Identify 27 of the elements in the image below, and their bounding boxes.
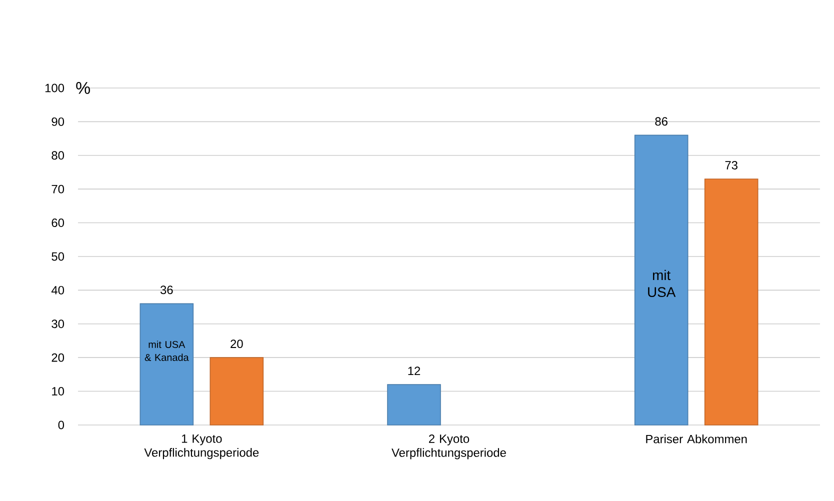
y-tick-label: 70 <box>52 184 64 194</box>
y-tick-label: 30 <box>52 320 64 328</box>
data-label: 73 <box>725 160 738 170</box>
annotation: mit USA <box>648 270 676 298</box>
data-label: 12 <box>408 366 420 376</box>
y-tick-label: 20 <box>52 353 64 362</box>
y-tick-label: 0 <box>58 420 64 430</box>
y-tick-label: 100 <box>45 84 64 92</box>
y-tick-label: 80 <box>52 151 64 160</box>
data-label: 86 <box>655 117 668 126</box>
bar <box>704 178 758 426</box>
y-tick-label: 40 <box>51 286 64 294</box>
y-tick-label: 60 <box>52 218 64 228</box>
x-tick-label: 2 Kyoto Verpflichtungsperiode <box>392 434 506 460</box>
bar <box>210 357 264 426</box>
bar <box>634 134 688 426</box>
y-axis-title: % <box>76 82 90 94</box>
y-tick-label: 10 <box>52 387 64 396</box>
data-label: 20 <box>230 340 243 348</box>
bar <box>387 384 441 426</box>
annotation: mit USA & Kanada <box>144 340 189 361</box>
bar <box>140 303 194 426</box>
y-tick-label: 90 <box>52 117 64 126</box>
x-tick-label: 1 Kyoto Verpflichtungsperiode <box>144 434 259 460</box>
x-tick-label: Pariser Abkommen <box>646 434 747 444</box>
y-tick-label: 50 <box>52 252 64 261</box>
data-label: 36 <box>160 286 173 294</box>
